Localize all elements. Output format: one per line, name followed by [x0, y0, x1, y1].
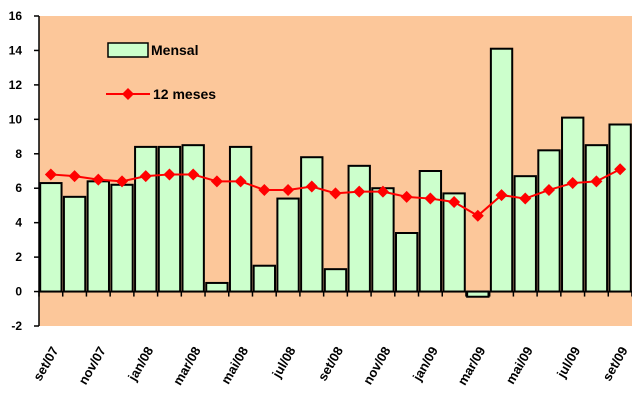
- point-12-meses: [329, 187, 342, 200]
- y-tick-label: 12: [9, 78, 23, 92]
- y-tick-label: 2: [15, 250, 22, 264]
- x-tick-label: set/08: [315, 344, 346, 383]
- point-12-meses: [471, 209, 484, 222]
- y-tick-label: 0: [15, 285, 22, 299]
- bar-mensal: [489, 47, 514, 293]
- y-tick-label: 4: [15, 216, 22, 230]
- bar-mensal: [276, 197, 300, 293]
- point-12-meses: [44, 168, 57, 181]
- bar-mensal: [134, 145, 158, 293]
- y-tick-label: 10: [9, 112, 23, 126]
- bar-mensal: [561, 116, 585, 293]
- point-12-meses: [210, 175, 223, 188]
- y-tick-label: -2: [11, 319, 22, 333]
- x-tick-label: jul/09: [553, 344, 583, 381]
- point-12-meses: [376, 185, 389, 198]
- x-tick-label: nov/07: [75, 344, 109, 387]
- bar-mensal: [205, 281, 229, 293]
- x-tick-label: jul/08: [269, 344, 299, 381]
- y-tick-label: 16: [9, 9, 23, 23]
- bar-mensal: [537, 149, 561, 293]
- line-series-12-meses: [44, 163, 627, 222]
- bar-mensal: [394, 232, 419, 293]
- point-12-meses: [519, 192, 532, 205]
- x-tick-label: jan/08: [124, 344, 156, 384]
- point-12-meses: [542, 183, 555, 196]
- x-tick-label: set/07: [30, 344, 61, 383]
- point-12-meses: [139, 170, 152, 183]
- point-12-meses: [305, 180, 318, 193]
- y-tick-label: 8: [15, 147, 22, 161]
- point-12-meses: [400, 190, 413, 203]
- point-12-meses: [187, 168, 200, 181]
- x-axis-labels: set/07 nov/07 jan/08 mar/08 mai/08 jul/08 set/…: [30, 344, 631, 388]
- bar-mensal: [228, 145, 253, 293]
- point-12-meses: [424, 192, 437, 205]
- legend-label-mensal: Mensal: [151, 42, 198, 58]
- bar-mensal: [300, 156, 324, 293]
- bar-mensal: [584, 144, 609, 293]
- point-12-meses: [92, 173, 105, 186]
- x-tick-label: nov/08: [360, 344, 394, 387]
- point-12-meses: [116, 175, 129, 188]
- x-axis-ticks: [38, 291, 632, 297]
- point-12-meses: [163, 168, 176, 181]
- bar-mensal: [181, 144, 205, 293]
- bars-series-mensal: [39, 47, 632, 298]
- bar-mensal: [347, 164, 371, 293]
- bar-mensal: [86, 180, 110, 293]
- x-tick-label: mai/09: [503, 344, 536, 387]
- bar-mensal: [371, 187, 395, 293]
- bar-mensal: [110, 183, 134, 293]
- x-tick-label: mar/08: [170, 344, 204, 388]
- legend-swatch-mensal: [107, 42, 149, 58]
- bar-mensal: [608, 123, 632, 293]
- point-12-meses: [258, 183, 271, 196]
- point-12-meses: [68, 170, 81, 183]
- bar-mensal: [39, 182, 63, 293]
- y-axis-ticks: 16 14 12 10 8 6 4 2 0 -2: [9, 9, 39, 333]
- point-12-meses: [614, 163, 627, 176]
- bar-mensal: [323, 268, 348, 293]
- x-tick-label: jan/09: [409, 344, 441, 384]
- bar-mensal: [466, 290, 490, 298]
- legend: Mensal 12 meses: [106, 42, 216, 102]
- x-tick-label: mar/09: [454, 344, 488, 388]
- point-12-meses: [282, 183, 295, 196]
- legend-swatch-12-meses-marker: [122, 88, 134, 100]
- bar-mensal: [62, 195, 87, 293]
- point-12-meses: [566, 177, 579, 190]
- point-12-meses: [448, 196, 461, 208]
- point-12-meses: [353, 185, 366, 198]
- point-12-meses: [234, 175, 247, 188]
- x-tick-label: set/09: [599, 344, 630, 383]
- bar-mensal: [418, 170, 443, 293]
- point-12-meses: [590, 175, 603, 188]
- x-tick-label: mai/08: [218, 344, 251, 387]
- bar-mensal: [442, 192, 466, 293]
- y-tick-label: 6: [15, 181, 22, 195]
- bar-mensal: [252, 264, 277, 293]
- y-tick-label: 14: [9, 43, 23, 57]
- legend-label-12-meses: 12 meses: [153, 86, 216, 102]
- point-12-meses: [495, 189, 508, 202]
